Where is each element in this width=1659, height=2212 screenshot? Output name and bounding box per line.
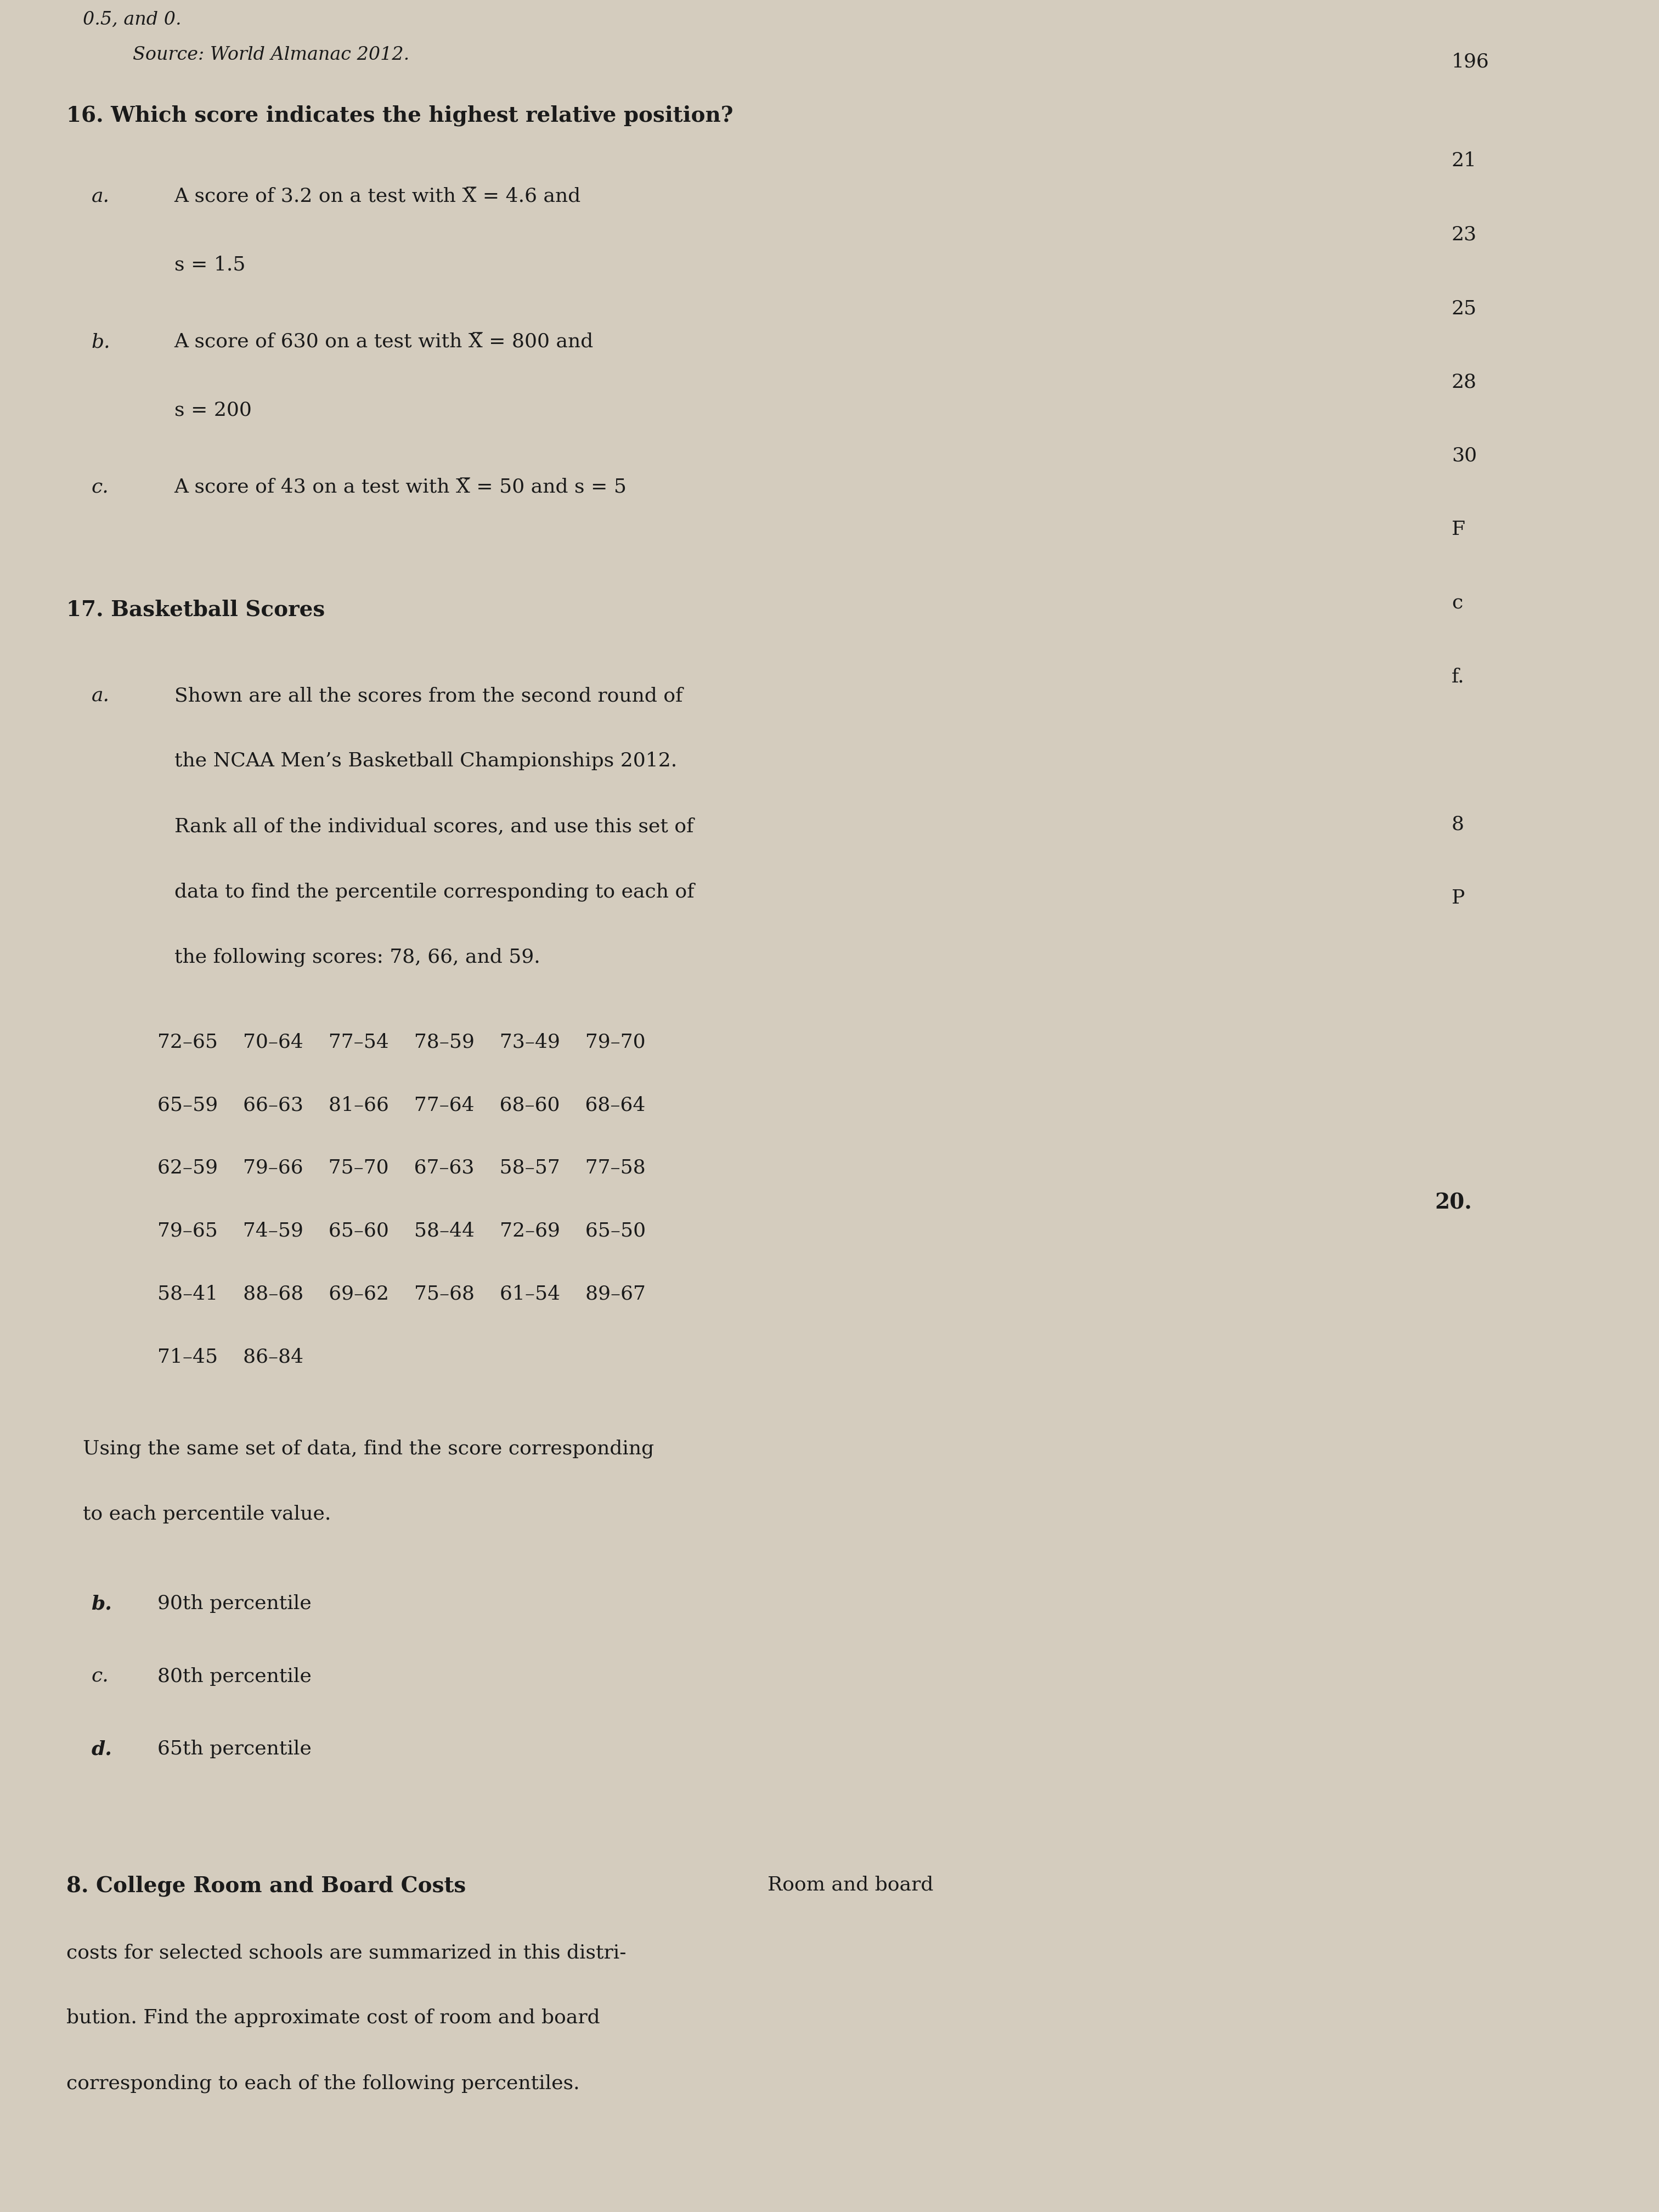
Text: A score of 630 on a test with Χ̅ = 800 and: A score of 630 on a test with Χ̅ = 800 a… [174,334,594,352]
Text: 196: 196 [1452,53,1490,71]
Text: Shown are all the scores from the second round of: Shown are all the scores from the second… [174,686,682,706]
Text: corresponding to each of the following percentiles.: corresponding to each of the following p… [66,2075,579,2093]
Text: 23: 23 [1452,226,1477,243]
Text: the NCAA Men’s Basketball Championships 2012.: the NCAA Men’s Basketball Championships … [174,752,677,770]
Text: data to find the percentile corresponding to each of: data to find the percentile correspondin… [174,883,693,902]
Text: 65th percentile: 65th percentile [158,1741,312,1759]
Text: 90th percentile: 90th percentile [158,1595,312,1613]
Text: 58–41    88–68    69–62    75–68    61–54    89–67: 58–41 88–68 69–62 75–68 61–54 89–67 [158,1285,645,1303]
Text: 65–59    66–63    81–66    77–64    68–60    68–64: 65–59 66–63 81–66 77–64 68–60 68–64 [158,1095,645,1115]
Text: d.: d. [91,1741,113,1759]
Text: 28: 28 [1452,372,1477,392]
Text: F: F [1452,520,1465,540]
Text: Using the same set of data, find the score corresponding: Using the same set of data, find the sco… [83,1440,654,1458]
Text: 30: 30 [1452,447,1477,465]
Text: P: P [1452,889,1465,907]
Text: a.: a. [91,686,109,706]
Text: 80th percentile: 80th percentile [158,1668,312,1686]
Text: 17. Basketball Scores: 17. Basketball Scores [66,599,325,619]
Text: 20.: 20. [1435,1192,1472,1214]
Text: Room and board: Room and board [755,1876,934,1893]
Text: 71–45    86–84: 71–45 86–84 [158,1347,304,1367]
Text: 16. Which score indicates the highest relative position?: 16. Which score indicates the highest re… [66,106,733,126]
Text: c.: c. [91,1668,108,1686]
Text: a.: a. [91,188,109,206]
Text: 72–65    70–64    77–54    78–59    73–49    79–70: 72–65 70–64 77–54 78–59 73–49 79–70 [158,1033,645,1051]
Text: c.: c. [91,478,108,498]
Text: 8. College Room and Board Costs: 8. College Room and Board Costs [66,1876,466,1896]
Text: b.: b. [91,1595,113,1613]
Text: to each percentile value.: to each percentile value. [83,1504,332,1524]
Text: Source: World Almanac 2012.: Source: World Almanac 2012. [133,46,410,64]
Text: costs for selected schools are summarized in this distri-: costs for selected schools are summarize… [66,1942,625,1962]
Text: c: c [1452,593,1463,613]
Text: Rank all of the individual scores, and use this set of: Rank all of the individual scores, and u… [174,816,693,836]
Text: A score of 3.2 on a test with Χ̅ = 4.6 and: A score of 3.2 on a test with Χ̅ = 4.6 a… [174,188,581,206]
Text: b.: b. [91,334,109,352]
Text: f.: f. [1452,668,1465,686]
Text: 0.5, and 0.: 0.5, and 0. [83,11,181,29]
Text: 79–65    74–59    65–60    58–44    72–69    65–50: 79–65 74–59 65–60 58–44 72–69 65–50 [158,1221,645,1241]
Text: s = 1.5: s = 1.5 [174,254,246,274]
Text: A score of 43 on a test with Χ̅ = 50 and s = 5: A score of 43 on a test with Χ̅ = 50 and… [174,478,627,498]
Text: 21: 21 [1452,153,1477,170]
Text: the following scores: 78, 66, and 59.: the following scores: 78, 66, and 59. [174,949,539,967]
Text: s = 200: s = 200 [174,400,252,420]
Text: bution. Find the approximate cost of room and board: bution. Find the approximate cost of roo… [66,2008,601,2026]
Text: 25: 25 [1452,299,1477,319]
Text: 62–59    79–66    75–70    67–63    58–57    77–58: 62–59 79–66 75–70 67–63 58–57 77–58 [158,1159,645,1177]
Text: 8: 8 [1452,814,1465,834]
